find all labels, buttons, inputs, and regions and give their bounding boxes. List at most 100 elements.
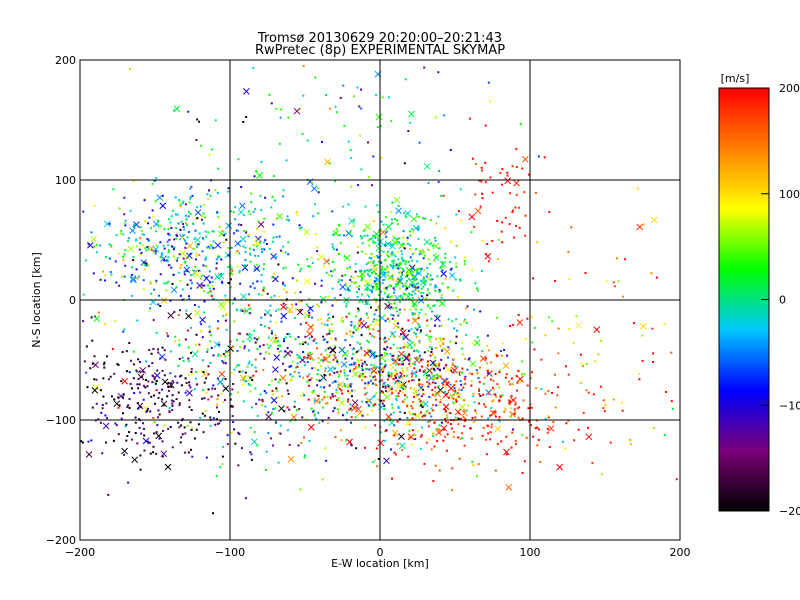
data-point: [104, 279, 107, 282]
data-point: [432, 368, 435, 371]
data-point: [124, 249, 127, 252]
data-point: [499, 350, 502, 353]
data-point: [298, 407, 301, 410]
data-point: [385, 286, 388, 289]
data-point: [498, 371, 501, 374]
data-point: [356, 184, 359, 187]
data-point: [459, 372, 462, 375]
data-point: [310, 335, 313, 338]
data-point: [617, 280, 620, 283]
data-point: [511, 209, 514, 212]
data-point: [179, 309, 182, 312]
data-point: [344, 374, 347, 377]
data-point: [369, 349, 372, 352]
data-point: [570, 226, 573, 229]
data-point: [396, 443, 399, 446]
data-point: [335, 391, 338, 394]
data-point: [308, 351, 311, 354]
data-point: [136, 277, 139, 280]
data-point: [400, 295, 403, 298]
data-point: [425, 441, 428, 444]
data-point: [320, 284, 323, 287]
data-point: [208, 329, 211, 332]
data-point: [463, 263, 466, 266]
data-point: [420, 434, 423, 437]
data-point: [501, 241, 504, 244]
data-point: [317, 212, 320, 215]
data-point: [567, 250, 570, 253]
data-point: [363, 360, 366, 363]
data-point: [329, 396, 332, 399]
data-point: [438, 368, 441, 371]
data-point: [202, 388, 205, 391]
data-point-cross: [392, 357, 399, 365]
data-point: [363, 234, 366, 237]
data-point: [499, 369, 502, 372]
data-point: [264, 196, 267, 199]
data-point: [210, 395, 213, 398]
data-point: [381, 354, 384, 357]
data-point: [400, 372, 403, 375]
data-point: [249, 312, 252, 315]
data-point: [356, 251, 359, 254]
data-point: [406, 236, 409, 239]
data-point: [359, 234, 362, 237]
data-point: [353, 363, 356, 366]
data-point: [372, 328, 375, 331]
data-point: [285, 306, 288, 309]
data-point: [359, 270, 362, 273]
data-point: [211, 285, 214, 288]
data-point: [361, 369, 364, 372]
data-point: [123, 453, 126, 456]
data-point-cross: [121, 447, 128, 455]
data-point: [139, 242, 142, 245]
data-point: [366, 289, 369, 292]
data-point: [107, 378, 110, 381]
data-point: [391, 403, 394, 406]
data-point: [377, 305, 380, 308]
data-point: [146, 246, 149, 249]
data-point: [360, 346, 363, 349]
data-point: [368, 275, 371, 278]
data-point: [401, 449, 404, 452]
data-point: [663, 323, 666, 326]
data-point: [122, 255, 125, 258]
colorbar-title: [m/s]: [721, 72, 750, 85]
data-point: [421, 358, 424, 361]
data-point: [372, 155, 375, 158]
data-point: [335, 111, 338, 114]
data-point: [390, 374, 393, 377]
data-point: [601, 473, 604, 476]
data-point-cross: [423, 238, 431, 246]
data-point: [258, 345, 261, 348]
data-point: [484, 357, 487, 360]
data-point: [104, 274, 107, 277]
data-point: [297, 263, 300, 266]
data-point: [237, 229, 240, 232]
data-point: [208, 290, 211, 293]
data-point: [303, 356, 306, 359]
data-point-cross: [474, 207, 482, 215]
data-point: [304, 454, 307, 457]
data-point: [139, 252, 142, 255]
data-point: [394, 285, 397, 288]
data-point: [167, 232, 170, 235]
data-point-cross: [293, 107, 301, 115]
data-point: [82, 320, 85, 323]
data-point: [279, 350, 282, 353]
data-point: [416, 271, 419, 274]
data-point: [136, 402, 139, 405]
data-point: [393, 451, 396, 454]
data-point: [350, 395, 353, 398]
data-point: [99, 278, 102, 281]
data-point: [316, 303, 319, 306]
data-point: [476, 287, 479, 290]
data-point: [175, 259, 178, 262]
data-point: [312, 358, 315, 361]
data-point: [131, 273, 134, 276]
data-point: [206, 193, 209, 196]
data-point: [650, 272, 653, 275]
data-point: [384, 348, 387, 351]
data-point: [277, 461, 280, 464]
data-point: [426, 319, 429, 322]
